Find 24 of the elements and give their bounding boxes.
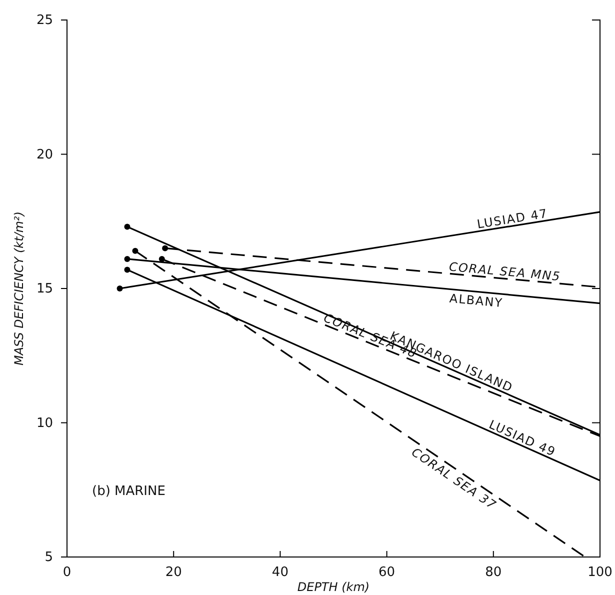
y-tick-label: 10 bbox=[36, 416, 53, 431]
text: CORAL SEA MN5 bbox=[448, 260, 562, 284]
point bbox=[116, 286, 123, 292]
x-tick-label: 20 bbox=[165, 565, 182, 580]
x-axis-title: DEPTH (km) bbox=[297, 580, 370, 594]
y-tick-label: 20 bbox=[36, 147, 53, 162]
text: LUSIAD 47 bbox=[476, 206, 549, 232]
y-tick-label: 15 bbox=[36, 282, 53, 297]
point bbox=[124, 256, 130, 262]
y-tick-label: 25 bbox=[36, 13, 53, 28]
point bbox=[124, 224, 130, 230]
y-tick-label: 5 bbox=[44, 550, 53, 566]
y-axis-title: MASS DEFICIENCY (kt/m²) bbox=[12, 211, 26, 366]
point bbox=[124, 266, 130, 273]
point bbox=[162, 245, 168, 252]
x-tick-label: 80 bbox=[485, 565, 502, 580]
annotation: (b) MARINE bbox=[92, 484, 166, 500]
x-tick-label: 40 bbox=[272, 565, 288, 580]
x-tick-label: 0 bbox=[62, 565, 72, 580]
point bbox=[132, 248, 138, 254]
x-tick-label: 60 bbox=[378, 565, 396, 580]
text: ALBANY bbox=[448, 291, 504, 310]
point bbox=[158, 256, 165, 262]
x-tick-label: 100 bbox=[588, 565, 612, 580]
